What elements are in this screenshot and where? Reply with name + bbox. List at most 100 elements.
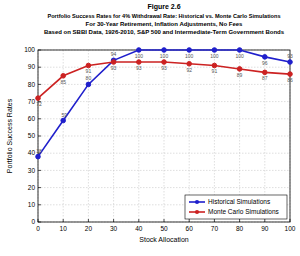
legend-marker — [195, 210, 199, 214]
tick-label: 80 — [28, 81, 36, 88]
point — [162, 60, 167, 65]
legend-marker — [195, 200, 199, 204]
data-label: 80 — [86, 75, 92, 81]
tick — [214, 219, 215, 222]
subtitle: Portfolio Success Rates for 4% Withdrawa… — [47, 13, 280, 19]
point — [61, 118, 66, 123]
tick — [164, 219, 165, 222]
series-group — [36, 48, 293, 159]
data-label: 89 — [237, 72, 243, 78]
tick — [189, 219, 190, 222]
point — [187, 48, 192, 53]
data-label: 100 — [185, 53, 194, 59]
tick-label: 100 — [24, 46, 35, 53]
legend: Historical Simulations Monte Carlo Simula… — [185, 195, 287, 219]
point — [212, 48, 217, 53]
tick-label: 0 — [31, 218, 35, 225]
point — [36, 96, 41, 101]
tick-label: 100 — [285, 225, 296, 232]
tick — [38, 187, 41, 188]
tick-label: 50 — [28, 132, 36, 139]
point — [86, 82, 91, 87]
tick — [38, 204, 41, 205]
point — [237, 48, 242, 53]
point — [111, 60, 116, 65]
tick-label: 10 — [28, 201, 36, 208]
tick-label: 60 — [28, 115, 36, 122]
data-label: 96 — [262, 60, 268, 66]
grid-line — [164, 50, 165, 222]
legend-box — [185, 195, 287, 219]
point — [137, 48, 142, 53]
point — [212, 63, 217, 68]
point — [61, 74, 66, 79]
data-label: 94 — [111, 51, 117, 57]
point — [86, 63, 91, 68]
x-axis-label: Stock Allocation — [139, 236, 189, 243]
tick-label: 10 — [60, 225, 68, 232]
tick — [264, 219, 265, 222]
data-label: 100 — [235, 53, 244, 59]
point — [288, 72, 293, 77]
data-label: 59 — [61, 112, 67, 118]
grid-line — [38, 136, 290, 137]
data-label: 38 — [36, 148, 42, 154]
data-label: 93 — [136, 65, 142, 71]
tick — [38, 118, 41, 119]
grid-line — [138, 50, 139, 222]
data-label: 86 — [287, 77, 293, 83]
y-axis-label: Portfolio Success Rates — [6, 98, 13, 173]
data-label: 91 — [86, 68, 92, 74]
tick-label: 40 — [135, 225, 143, 232]
data-label: 100 — [210, 53, 219, 59]
data-label: 100 — [160, 53, 169, 59]
data-label: 93 — [287, 53, 293, 59]
tick — [38, 67, 41, 68]
tick-label: 30 — [110, 225, 118, 232]
tick-label: 30 — [28, 167, 36, 174]
point — [137, 60, 142, 65]
point — [237, 67, 242, 72]
tick — [38, 136, 41, 137]
series-line — [38, 62, 290, 98]
tick-label: 0 — [36, 225, 40, 232]
tick-label: 70 — [28, 98, 36, 105]
subtitle: For 30-Year Retirement, Inflation Adjust… — [86, 21, 243, 27]
tick — [38, 84, 41, 85]
tick-label: 80 — [236, 225, 244, 232]
data-label: 85 — [60, 79, 66, 85]
point — [263, 55, 268, 60]
title: Figure 2.6 — [147, 3, 180, 11]
tick-label: 70 — [211, 225, 219, 232]
tick-label: 20 — [85, 225, 93, 232]
point — [162, 48, 167, 53]
data-label: 93 — [111, 65, 117, 71]
chart: Figure 2.6 Portfolio Success Rates for 4%… — [0, 0, 300, 256]
tick — [38, 170, 41, 171]
series-line — [38, 50, 290, 157]
point — [187, 61, 192, 66]
grid-line — [38, 187, 290, 188]
plot-area — [38, 50, 290, 222]
plot-frame — [38, 50, 290, 222]
tick-label: 90 — [261, 225, 269, 232]
data-label: 93 — [161, 65, 167, 71]
point — [36, 154, 41, 159]
tick — [88, 219, 89, 222]
point — [263, 70, 268, 75]
tick-label: 40 — [28, 149, 36, 156]
legend-label: Historical Simulations — [208, 198, 271, 205]
point — [288, 60, 293, 65]
grid-line — [113, 50, 114, 222]
tick — [239, 219, 240, 222]
tick — [138, 219, 139, 222]
data-label: 91 — [212, 68, 218, 74]
data-label: 100 — [135, 53, 144, 59]
tick — [63, 219, 64, 222]
tick-label: 20 — [28, 184, 36, 191]
tick — [113, 219, 114, 222]
legend-label: Monte Carlo Simulations — [208, 208, 280, 215]
tick-label: 50 — [160, 225, 168, 232]
tick-label: 60 — [186, 225, 194, 232]
data-label: 87 — [262, 75, 268, 81]
